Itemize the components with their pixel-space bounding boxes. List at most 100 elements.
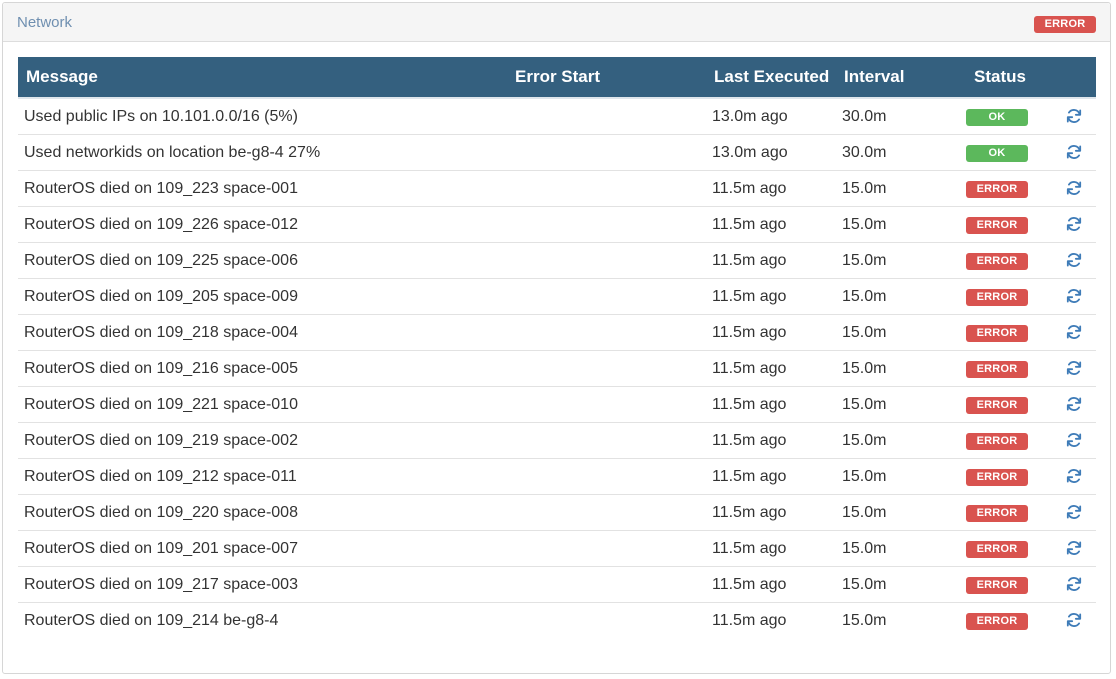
table-row[interactable]: RouterOS died on 109_221 space-010 11.5m …	[18, 386, 1096, 423]
status-badge: ERROR	[966, 181, 1028, 198]
row-error-start	[507, 206, 706, 243]
row-message: RouterOS died on 109_220 space-008	[18, 494, 507, 531]
column-header-status[interactable]: Status	[966, 57, 1058, 99]
refresh-icon[interactable]	[1065, 107, 1083, 125]
refresh-icon[interactable]	[1065, 359, 1083, 377]
table-row[interactable]: RouterOS died on 109_220 space-008 11.5m …	[18, 494, 1096, 531]
row-interval: 15.0m	[842, 611, 887, 629]
row-status: ERROR	[966, 603, 1058, 639]
row-interval: 15.0m	[836, 350, 966, 387]
refresh-icon[interactable]	[1065, 611, 1083, 629]
column-header-last-executed[interactable]: Last Executed	[706, 57, 836, 99]
refresh-icon[interactable]	[1065, 467, 1083, 485]
status-badge: ERROR	[966, 325, 1028, 342]
row-error-start	[507, 314, 706, 351]
row-last-executed: 11.5m ago	[706, 278, 836, 315]
status-badge: OK	[966, 145, 1028, 162]
table-row[interactable]: RouterOS died on 109_219 space-002 11.5m …	[18, 422, 1096, 459]
refresh-icon[interactable]	[1065, 287, 1083, 305]
row-interval: 30.0m	[836, 134, 966, 171]
table-row[interactable]: RouterOS died on 109_214 be-g8-4 11.5m ag…	[18, 603, 1096, 639]
panel-heading: Network ERROR	[3, 3, 1110, 42]
row-status: ERROR	[966, 530, 1058, 567]
refresh-icon[interactable]	[1065, 179, 1083, 197]
row-message: RouterOS died on 109_226 space-012	[18, 206, 507, 243]
column-header-interval[interactable]: Interval	[836, 57, 966, 99]
row-action	[1058, 170, 1096, 207]
refresh-icon[interactable]	[1065, 215, 1083, 233]
table-row[interactable]: RouterOS died on 109_223 space-001 11.5m …	[18, 170, 1096, 207]
refresh-icon[interactable]	[1065, 431, 1083, 449]
row-error-start	[507, 350, 706, 387]
status-badge: ERROR	[966, 613, 1028, 630]
row-last-executed: 11.5m ago	[706, 242, 836, 279]
table-row[interactable]: RouterOS died on 109_216 space-005 11.5m …	[18, 350, 1096, 387]
row-action	[1058, 494, 1096, 531]
refresh-icon[interactable]	[1065, 503, 1083, 521]
row-action	[1058, 350, 1096, 387]
status-badge: ERROR	[966, 577, 1028, 594]
column-header-error-start[interactable]: Error Start	[507, 57, 706, 99]
refresh-icon[interactable]	[1065, 323, 1083, 341]
refresh-icon[interactable]	[1065, 251, 1083, 269]
row-interval: 15.0m	[836, 206, 966, 243]
table-row[interactable]: RouterOS died on 109_226 space-012 11.5m …	[18, 206, 1096, 243]
refresh-icon[interactable]	[1065, 575, 1083, 593]
row-message: RouterOS died on 109_221 space-010	[18, 386, 507, 423]
row-interval: 15.0m	[836, 278, 966, 315]
table-row[interactable]: RouterOS died on 109_218 space-004 11.5m …	[18, 314, 1096, 351]
row-interval: 15.0m	[836, 422, 966, 459]
row-interval: 15.0m	[836, 566, 966, 603]
status-badge: ERROR	[966, 469, 1028, 486]
row-last-executed: 11.5m ago	[706, 170, 836, 207]
row-error-start	[507, 494, 706, 531]
column-header-message[interactable]: Message	[18, 57, 507, 99]
row-action	[1058, 566, 1096, 603]
row-error-start	[507, 422, 706, 459]
table-row[interactable]: RouterOS died on 109_212 space-011 11.5m …	[18, 458, 1096, 495]
row-interval: 15.0m	[836, 314, 966, 351]
table-row[interactable]: Used networkids on location be-g8-4 27% 1…	[18, 134, 1096, 171]
row-interval: 15.0m	[836, 494, 966, 531]
row-interval: 30.0m	[836, 98, 966, 135]
status-badge: ERROR	[966, 217, 1028, 234]
row-error-start	[507, 530, 706, 567]
row-last-executed: 13.0m ago	[706, 98, 836, 135]
table-row[interactable]: RouterOS died on 109_205 space-009 11.5m …	[18, 278, 1096, 315]
row-status: ERROR	[966, 314, 1058, 351]
row-interval: 15.0m	[836, 386, 966, 423]
row-message: Used public IPs on 10.101.0.0/16 (5%)	[18, 98, 507, 135]
row-interval: 15.0m	[836, 170, 966, 207]
status-badge: ERROR	[966, 361, 1028, 378]
refresh-icon[interactable]	[1065, 539, 1083, 557]
row-last-executed: 11.5m ago	[712, 611, 787, 629]
row-message: Used networkids on location be-g8-4 27%	[18, 134, 507, 171]
row-action	[1058, 98, 1096, 135]
row-message: RouterOS died on 109_217 space-003	[18, 566, 507, 603]
table-row[interactable]: RouterOS died on 109_225 space-006 11.5m …	[18, 242, 1096, 279]
table-body: Used public IPs on 10.101.0.0/16 (5%) 13.…	[18, 98, 1096, 638]
refresh-icon[interactable]	[1065, 395, 1083, 413]
refresh-icon[interactable]	[1065, 143, 1083, 161]
row-last-executed: 11.5m ago	[706, 206, 836, 243]
row-last-executed: 11.5m ago	[706, 530, 836, 567]
row-status: ERROR	[966, 278, 1058, 315]
table-row[interactable]: RouterOS died on 109_201 space-007 11.5m …	[18, 530, 1096, 567]
row-message: RouterOS died on 109_218 space-004	[18, 314, 507, 351]
row-action	[1058, 278, 1096, 315]
row-status: ERROR	[966, 242, 1058, 279]
row-error-start	[507, 170, 706, 207]
row-status: ERROR	[966, 422, 1058, 459]
row-status: ERROR	[966, 386, 1058, 423]
row-last-executed: 11.5m ago	[706, 494, 836, 531]
row-last-executed: 11.5m ago	[706, 314, 836, 351]
panel-title[interactable]: Network	[17, 14, 73, 31]
row-status: ERROR	[966, 494, 1058, 531]
table-row[interactable]: Used public IPs on 10.101.0.0/16 (5%) 13.…	[18, 98, 1096, 135]
row-message: RouterOS died on 109_212 space-011	[18, 458, 507, 495]
row-action	[1058, 206, 1096, 243]
table-row[interactable]: RouterOS died on 109_217 space-003 11.5m …	[18, 566, 1096, 603]
row-last-executed: 11.5m ago	[706, 458, 836, 495]
panel-status-label: ERROR	[1034, 16, 1096, 33]
row-status: ERROR	[966, 206, 1058, 243]
